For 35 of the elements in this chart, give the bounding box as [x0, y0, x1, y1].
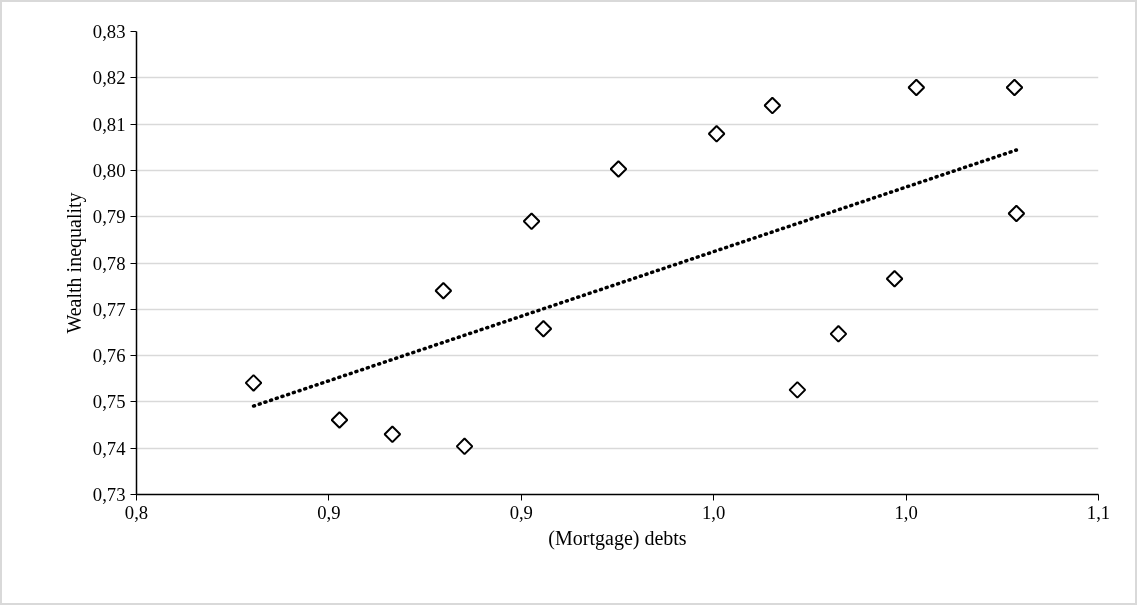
point — [1007, 204, 1026, 223]
point — [244, 374, 263, 392]
point — [434, 282, 453, 300]
y-tick-label: 0,83 — [92, 21, 126, 42]
point — [522, 212, 541, 231]
point — [907, 78, 926, 97]
point — [534, 319, 553, 338]
y-tick-label: 0,74 — [92, 437, 127, 459]
point — [763, 96, 782, 115]
x-tick-label: 1,1 — [1086, 501, 1111, 523]
y-tick-label: 0,80 — [92, 159, 126, 181]
point — [788, 381, 807, 399]
point — [455, 437, 474, 456]
y-tick-label: 0,73 — [92, 484, 126, 505]
y-tick-label: 0,81 — [92, 113, 126, 135]
y-tick-label: 0,76 — [92, 345, 126, 367]
point — [383, 425, 402, 444]
point — [1005, 78, 1024, 97]
point — [609, 160, 628, 178]
point — [707, 125, 726, 143]
point — [330, 411, 349, 429]
y-tick-label: 0,79 — [92, 206, 126, 228]
point — [885, 269, 904, 288]
x-tick-label: 1,0 — [702, 501, 726, 523]
y-tick-label: 0,77 — [92, 298, 126, 320]
x-axis-title: (Mortgage) debts — [548, 526, 687, 550]
x-tick-label: 1,0 — [894, 501, 918, 523]
x-tick-label: 0,9 — [509, 501, 533, 523]
y-tick-label: 0,82 — [92, 67, 126, 89]
x-tick-label: 0,9 — [317, 501, 341, 523]
y-tick-label: 0,75 — [92, 391, 126, 413]
y-tick-label: 0,78 — [92, 252, 126, 274]
y-axis-title: Wealth inequality — [62, 192, 86, 334]
x-tick-label: 0,8 — [124, 501, 149, 523]
point — [829, 325, 848, 343]
